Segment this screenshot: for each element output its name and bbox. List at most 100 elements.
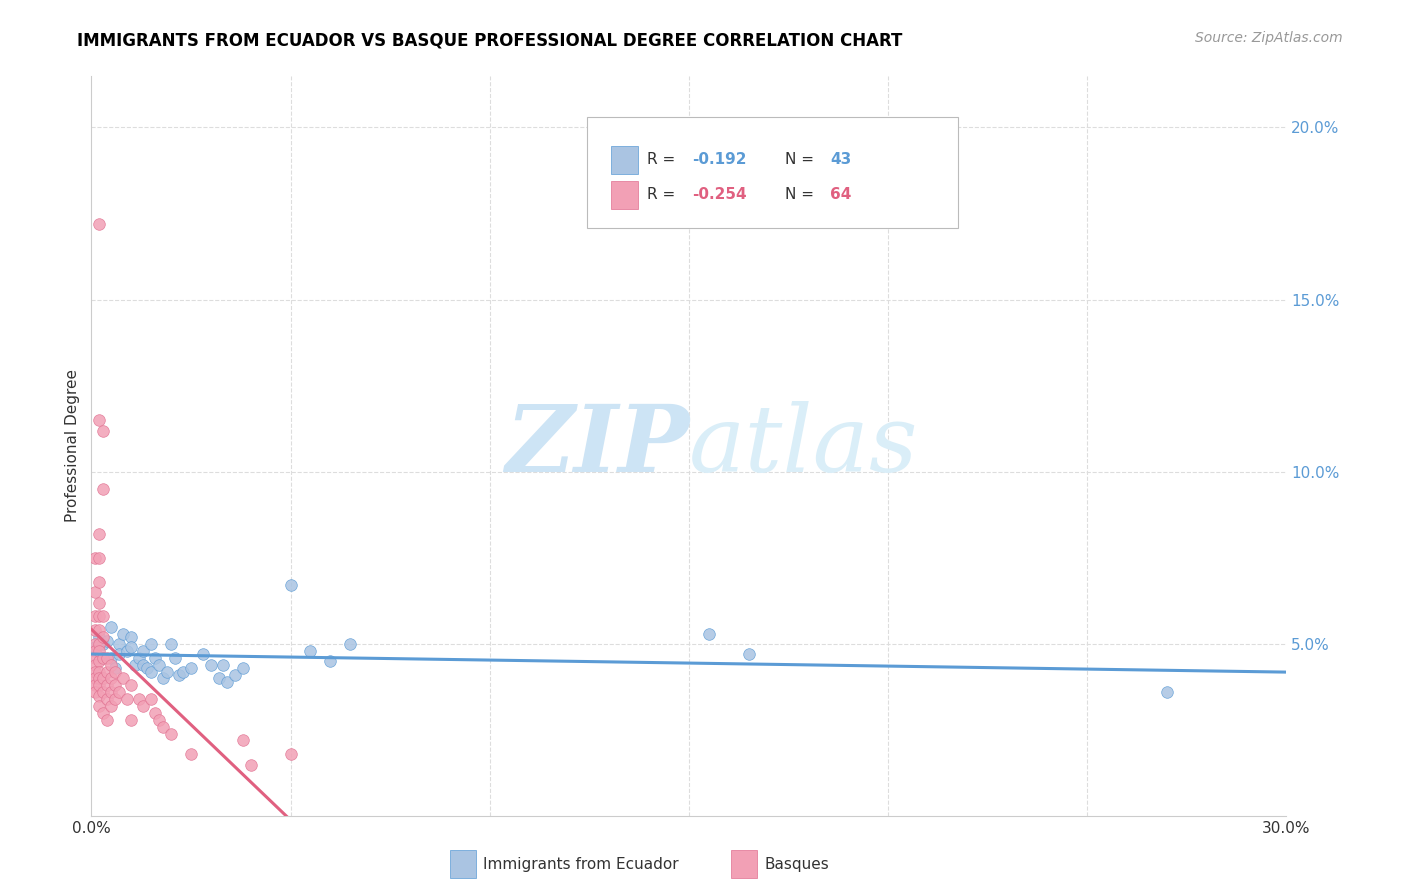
Point [115, 644, 138, 658]
Point [143, 650, 166, 665]
Point [148, 657, 170, 672]
Point [115, 692, 138, 706]
Point [93, 685, 115, 699]
Point [89, 630, 111, 644]
FancyBboxPatch shape [588, 117, 957, 227]
Point [96, 692, 118, 706]
Point [96, 633, 118, 648]
Point [100, 672, 122, 686]
Point [148, 713, 170, 727]
Point [84, 657, 107, 672]
Text: Immigrants from Ecuador: Immigrants from Ecuador [484, 857, 679, 871]
Point [104, 665, 127, 679]
Point [239, 757, 262, 772]
Point [136, 661, 159, 675]
Point [180, 661, 202, 675]
Bar [731, 850, 756, 879]
Point [84, 665, 107, 679]
Point [108, 648, 131, 662]
Point [299, 644, 322, 658]
Point [108, 685, 131, 699]
Point [163, 650, 186, 665]
Point [112, 672, 135, 686]
Point [84, 644, 107, 658]
Point [152, 720, 174, 734]
Point [89, 678, 111, 692]
Text: N =: N = [785, 153, 818, 167]
Point [89, 550, 111, 565]
Point [100, 685, 122, 699]
Point [96, 650, 118, 665]
Point [132, 644, 155, 658]
Point [191, 648, 214, 662]
Point [152, 672, 174, 686]
Point [93, 609, 115, 624]
Point [108, 637, 131, 651]
Point [89, 609, 111, 624]
Text: Source: ZipAtlas.com: Source: ZipAtlas.com [1195, 31, 1343, 45]
Point [104, 678, 127, 692]
Point [84, 637, 107, 651]
Point [100, 698, 122, 713]
Point [93, 482, 115, 496]
Point [104, 661, 127, 675]
Point [93, 706, 115, 720]
Point [120, 678, 142, 692]
Bar [612, 145, 637, 174]
Point [93, 650, 115, 665]
Text: Basques: Basques [765, 857, 830, 871]
Point [172, 665, 194, 679]
Point [124, 657, 146, 672]
Point [89, 413, 111, 427]
Point [104, 692, 127, 706]
Point [141, 637, 162, 651]
Text: N =: N = [785, 187, 818, 202]
Point [96, 713, 118, 727]
Point [84, 585, 107, 599]
Point [100, 650, 122, 665]
Point [84, 685, 107, 699]
Point [84, 678, 107, 692]
Point [89, 665, 111, 679]
Point [96, 678, 118, 692]
Text: ZIP: ZIP [505, 401, 689, 491]
Point [120, 713, 142, 727]
Point [737, 648, 759, 662]
Point [232, 733, 254, 747]
Point [200, 657, 222, 672]
Point [93, 630, 115, 644]
Point [280, 747, 302, 762]
Point [128, 692, 150, 706]
Point [89, 689, 111, 703]
Text: R =: R = [647, 187, 681, 202]
Bar [450, 850, 477, 879]
Text: 64: 64 [830, 187, 852, 202]
Point [84, 550, 107, 565]
Y-axis label: Professional Degree: Professional Degree [65, 369, 80, 523]
Point [93, 637, 115, 651]
Point [141, 665, 162, 679]
Point [100, 657, 122, 672]
Point [211, 657, 233, 672]
Point [339, 637, 361, 651]
Point [280, 578, 302, 592]
Point [93, 424, 115, 438]
Text: -0.192: -0.192 [693, 153, 747, 167]
Point [160, 726, 183, 740]
Text: R =: R = [647, 153, 681, 167]
Text: atlas: atlas [689, 401, 918, 491]
Point [697, 626, 720, 640]
Point [132, 698, 155, 713]
Point [84, 640, 107, 655]
Point [89, 574, 111, 589]
Point [84, 650, 107, 665]
Point [128, 650, 150, 665]
Point [319, 654, 342, 668]
Point [143, 706, 166, 720]
Point [120, 630, 142, 644]
Point [208, 672, 231, 686]
Point [156, 665, 179, 679]
Point [89, 596, 111, 610]
Point [89, 644, 111, 658]
Point [89, 217, 111, 231]
